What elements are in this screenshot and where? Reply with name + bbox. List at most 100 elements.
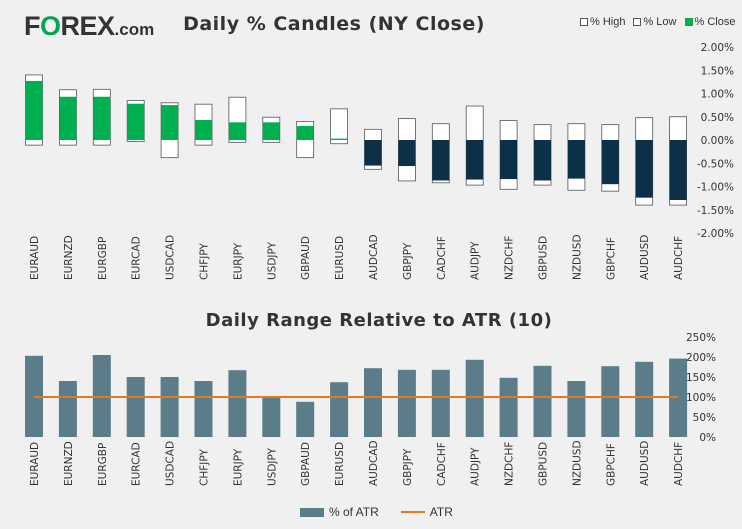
atr-y-tick: 200% xyxy=(686,352,716,364)
atr-x-label: AUDJPY xyxy=(470,447,482,486)
candles-y-tick: 2.00% xyxy=(701,42,734,54)
candles-x-label: USDCAD xyxy=(165,235,177,280)
legend-pct-atr: % of ATR xyxy=(300,505,379,519)
atr-x-label: GBPAUD xyxy=(300,442,312,486)
atr-bar-nzdchf xyxy=(499,377,518,437)
atr-x-label: AUDCAD xyxy=(368,440,380,486)
atr-bar-nzdusd xyxy=(567,381,586,437)
candle-close-cadchf xyxy=(432,140,450,181)
atr-bar-usdjpy xyxy=(262,397,281,437)
atr-bar-eurnzd xyxy=(58,381,77,437)
legend-close-swatch xyxy=(684,18,693,26)
atr-bar-chfjpy xyxy=(194,381,213,437)
candles-x-label: GBPCHF xyxy=(605,237,617,280)
candles-x-label: EURAUD xyxy=(29,236,41,280)
candle-close-audcad xyxy=(364,140,382,166)
candles-chart-title: Daily % Candles (NY Close) xyxy=(183,13,485,35)
legend-low: % Low xyxy=(633,16,677,28)
atr-bar-audjpy xyxy=(465,359,484,437)
candle-close-nzdusd xyxy=(567,140,585,179)
legend-bar-swatch xyxy=(300,507,324,517)
atr-bar-eurusd xyxy=(330,382,349,437)
atr-y-tick: 100% xyxy=(686,392,716,404)
candles-y-tick: 1.00% xyxy=(701,89,734,101)
atr-x-label: CADCHF xyxy=(436,442,448,486)
atr-bar-usdcad xyxy=(160,377,179,437)
legend-atr: ATR xyxy=(400,505,453,519)
candle-range-eurusd xyxy=(330,108,349,145)
legend-low-swatch xyxy=(633,18,642,26)
candles-x-label: AUDJPY xyxy=(470,241,482,280)
candles-x-label: NZDUSD xyxy=(571,234,583,280)
candle-close-eurusd xyxy=(330,138,348,140)
atr-x-label: EURAUD xyxy=(29,442,41,486)
candles-x-label: USDJPY xyxy=(266,241,278,280)
atr-x-label: AUDUSD xyxy=(639,441,651,486)
atr-x-label: GBPJPY xyxy=(402,448,414,486)
candle-close-chfjpy xyxy=(195,120,212,140)
candles-x-label: GBPUSD xyxy=(538,236,550,280)
candle-close-usdcad xyxy=(161,105,179,140)
candles-legend: % High % Low % Close xyxy=(580,16,735,28)
candles-x-label: AUDCHF xyxy=(673,236,685,280)
atr-bar-gbpjpy xyxy=(397,369,416,437)
atr-x-label: NZDUSD xyxy=(571,440,583,486)
candles-x-label: EURNZD xyxy=(63,235,75,280)
forex-logo[interactable]: FOREX.com xyxy=(24,11,155,41)
atr-bar-eurcad xyxy=(126,377,145,437)
candles-x-label: EURGBP xyxy=(97,237,109,280)
atr-x-label: EURCAD xyxy=(131,442,143,486)
atr-x-label: USDCAD xyxy=(165,441,177,486)
legend-high: % High xyxy=(580,16,625,28)
atr-bar-audusd xyxy=(635,361,654,437)
candles-y-tick: 1.50% xyxy=(701,65,734,77)
candle-close-gbpjpy xyxy=(398,140,416,167)
atr-x-label: AUDCHF xyxy=(673,442,685,486)
candles-x-label: NZDCHF xyxy=(504,236,516,280)
candles-y-tick: 0.50% xyxy=(701,112,734,124)
candle-close-gbpchf xyxy=(601,140,619,185)
atr-y-tick: 150% xyxy=(686,372,716,384)
atr-x-label: USDJPY xyxy=(266,447,278,486)
atr-legend: % of ATR ATR xyxy=(300,505,453,519)
candle-close-audusd xyxy=(635,140,653,198)
atr-bar-eurjpy xyxy=(228,370,247,437)
legend-line-swatch xyxy=(400,511,425,513)
candle-close-euraud xyxy=(25,80,43,140)
candles-y-tick: 0.00% xyxy=(701,135,734,147)
candles-x-label: EURUSD xyxy=(334,236,346,280)
candle-close-gbpusd xyxy=(534,140,551,181)
candle-close-eurjpy xyxy=(228,122,246,140)
atr-x-label: EURNZD xyxy=(63,441,75,486)
atr-x-label: GBPUSD xyxy=(538,442,550,486)
candle-close-eurgbp xyxy=(93,96,111,140)
candle-close-usdjpy xyxy=(262,122,280,140)
atr-x-label: NZDCHF xyxy=(504,442,516,486)
candles-y-tick: -1.50% xyxy=(697,205,734,217)
candles-y-tick: -0.50% xyxy=(697,158,734,170)
atr-bar-gbpaud xyxy=(296,401,315,437)
atr-y-tick: 250% xyxy=(686,332,716,344)
candles-y-tick: -2.00% xyxy=(697,228,734,240)
candle-close-nzdchf xyxy=(500,140,518,180)
candle-close-audchf xyxy=(669,140,687,200)
candles-x-label: AUDCAD xyxy=(368,234,380,280)
candles-x-label: AUDUSD xyxy=(639,235,651,280)
atr-bar-gbpchf xyxy=(601,366,620,437)
candle-close-eurnzd xyxy=(59,96,77,140)
atr-x-label: EURJPY xyxy=(232,448,244,486)
atr-y-tick: 50% xyxy=(693,412,716,424)
atr-bar-gbpusd xyxy=(533,365,552,437)
candle-close-gbpaud xyxy=(296,126,314,140)
legend-high-swatch xyxy=(580,18,588,26)
candle-close-eurcad xyxy=(127,103,145,140)
candles-x-label: EURJPY xyxy=(232,242,244,280)
atr-x-label: CHFJPY xyxy=(199,449,211,486)
candles-x-label: CHFJPY xyxy=(199,243,211,280)
atr-y-tick: 0% xyxy=(699,432,716,444)
candles-x-label: EURCAD xyxy=(131,236,143,280)
legend-close: % Close xyxy=(684,16,735,28)
atr-bar-audcad xyxy=(364,368,382,437)
candles-y-tick: -1.00% xyxy=(697,182,734,194)
